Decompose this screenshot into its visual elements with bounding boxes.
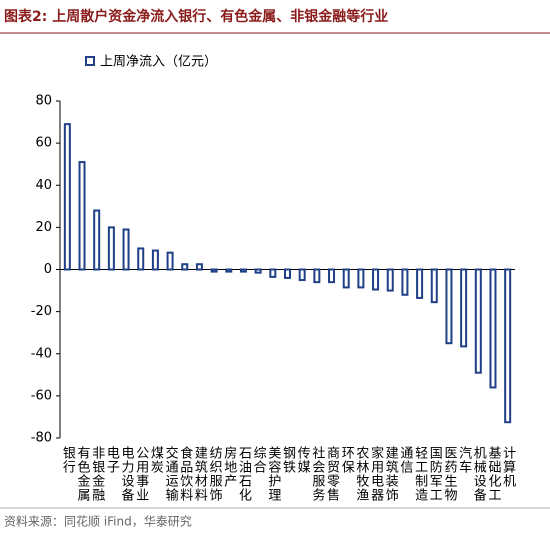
legend-label: 上周净流入（亿元） [100, 55, 217, 70]
y-tick-label: 40 [35, 178, 52, 193]
x-tick-label: 通信 [397, 446, 413, 474]
y-tick-label: 0 [44, 262, 52, 277]
bar [239, 268, 247, 273]
x-tick-label: 医药生物 [441, 446, 457, 502]
x-tick-label: 房地产 [221, 445, 237, 488]
x-tick-label: 基础化工 [485, 446, 501, 502]
y-tick-label: 60 [35, 136, 52, 151]
x-tick-label: 国防军工 [427, 446, 443, 502]
bar [401, 268, 409, 296]
bar [416, 268, 424, 299]
bar [284, 268, 291, 279]
bar [489, 268, 497, 389]
x-tick-label: 农林牧渔 [353, 446, 369, 502]
bar [166, 251, 174, 271]
x-tick-label: 建筑材料 [192, 446, 208, 502]
bar [298, 268, 306, 282]
bar [137, 247, 145, 271]
chart-title: 图表2: 上周散户资金净流入银行、有色金属、非银金融等行业 [4, 8, 388, 25]
x-tick-label: 有色金属 [75, 446, 91, 502]
bar [445, 268, 453, 345]
x-tick-label: 美容护理 [265, 446, 281, 502]
x-tick-label: 交通运输 [163, 445, 179, 502]
x-tick-label: 建筑装饰 [383, 446, 399, 502]
x-tick-label: 钢铁 [280, 446, 296, 474]
bar [474, 268, 482, 374]
bar [181, 263, 189, 271]
bar [63, 123, 71, 271]
x-tick-label: 传媒 [295, 446, 311, 474]
bar [460, 268, 468, 348]
x-tick-label: 银行 [60, 446, 76, 474]
bar [107, 226, 115, 271]
y-tick-label: -20 [31, 304, 52, 319]
x-tick-label: 煤炭 [148, 446, 164, 474]
y-tick-label: -40 [31, 346, 52, 361]
x-tick-label: 轻工制造 [412, 446, 428, 502]
x-tick-label: 电力设备 [119, 446, 135, 502]
bar [357, 268, 365, 289]
x-tick-label: 纺织服饰 [207, 446, 223, 502]
y-tick-label: -80 [31, 431, 52, 446]
y-tick-label: 20 [35, 220, 52, 235]
bar [342, 268, 350, 289]
x-tick-label: 商贸零售 [324, 446, 340, 502]
x-tick-label: 非银金融 [89, 446, 105, 502]
x-tick-label: 汽车 [456, 446, 472, 474]
source: 资料来源：同花顺 iFind，华泰研究 [4, 514, 192, 529]
bar [78, 161, 86, 271]
x-tick-label: 社会服务 [309, 445, 325, 502]
x-tick-label: 综合 [251, 446, 267, 474]
y-tick-label: -60 [31, 388, 52, 403]
x-tick-label: 食品饮料 [177, 445, 193, 502]
bar [313, 268, 321, 284]
bar [195, 263, 203, 271]
bar [93, 209, 101, 271]
bar [210, 268, 218, 273]
bar [430, 268, 438, 304]
x-tick-label: 电子 [104, 446, 120, 474]
x-tick-label: 机械设备 [471, 446, 487, 502]
bar [151, 249, 159, 271]
bar [225, 268, 233, 273]
x-tick-label: 环保 [339, 446, 355, 474]
bar [372, 268, 380, 291]
bar [254, 268, 262, 274]
bar [269, 268, 277, 278]
bar [504, 268, 512, 424]
y-tick-label: 80 [35, 94, 52, 109]
x-tick-label: 计算机 [500, 446, 515, 488]
bar [386, 268, 394, 292]
bar [122, 228, 130, 271]
legend-marker [85, 56, 95, 66]
x-tick-label: 家用电器 [368, 445, 384, 502]
x-tick-label: 石油石化 [236, 446, 252, 502]
x-tick-label: 公用事业 [133, 446, 149, 502]
bar [328, 268, 336, 284]
